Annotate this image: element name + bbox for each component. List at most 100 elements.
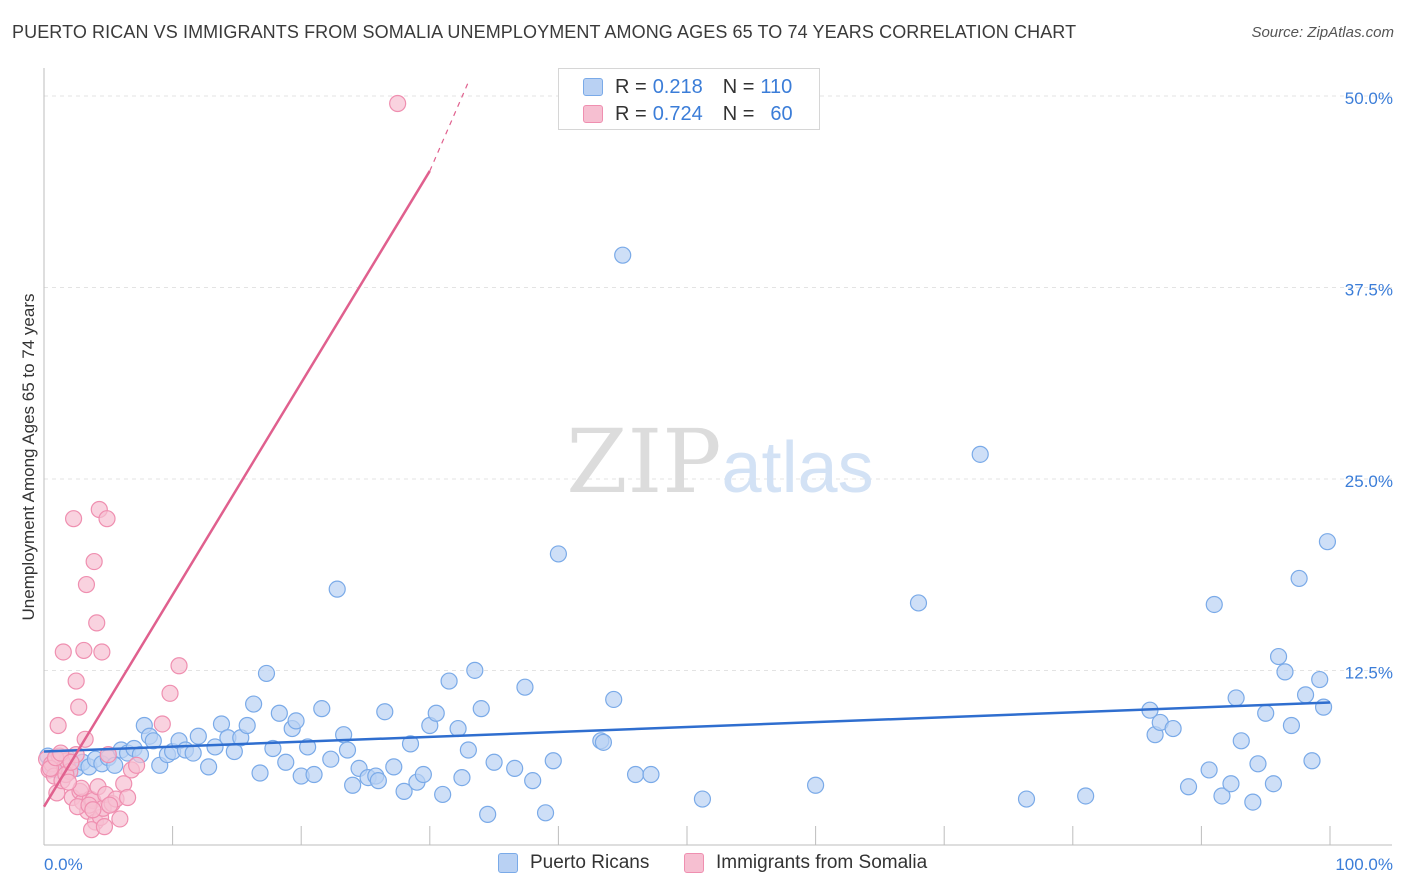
puerto-rican-point[interactable] <box>1227 689 1245 707</box>
puerto-rican-point[interactable] <box>594 733 613 751</box>
puerto-rican-point[interactable] <box>257 664 276 683</box>
puerto-rican-point[interactable] <box>206 738 224 756</box>
puerto-rican-point[interactable] <box>270 704 288 722</box>
puerto-rican-point[interactable] <box>1222 775 1240 793</box>
puerto-rican-point[interactable] <box>328 580 346 598</box>
puerto-rican-point[interactable] <box>144 732 162 750</box>
puerto-rican-point[interactable] <box>466 661 484 679</box>
puerto-rican-point[interactable] <box>1276 663 1294 681</box>
puerto-rican-point[interactable] <box>427 704 445 722</box>
somalia-point[interactable] <box>84 801 102 819</box>
puerto-rican-point[interactable] <box>313 700 331 718</box>
puerto-rican-point[interactable] <box>614 246 632 264</box>
puerto-rican-point[interactable] <box>1311 670 1329 689</box>
puerto-rican-point[interactable] <box>287 712 305 730</box>
puerto-rican-point[interactable] <box>305 765 323 784</box>
series-immigrants-from-somalia <box>37 94 407 839</box>
puerto-rican-point[interactable] <box>184 744 202 762</box>
puerto-rican-point[interactable] <box>626 765 645 784</box>
puerto-rican-point[interactable] <box>1257 704 1275 722</box>
somalia-point[interactable] <box>75 641 93 660</box>
puerto-rican-point[interactable] <box>385 758 403 776</box>
puerto-rican-point[interactable] <box>1249 755 1267 773</box>
puerto-rican-point[interactable] <box>524 772 542 790</box>
somalia-point[interactable] <box>153 715 171 733</box>
somalia-point[interactable] <box>118 788 137 807</box>
puerto-rican-point[interactable] <box>434 785 452 804</box>
somalia-point[interactable] <box>59 773 78 791</box>
puerto-rican-point[interactable] <box>506 759 524 778</box>
somalia-point[interactable] <box>389 94 407 113</box>
somalia-point[interactable] <box>54 643 72 661</box>
somalia-point[interactable] <box>100 796 119 814</box>
puerto-rican-point[interactable] <box>971 445 989 463</box>
puerto-rican-point[interactable] <box>1164 719 1182 738</box>
puerto-rican-point[interactable] <box>1303 752 1321 770</box>
puerto-rican-point[interactable] <box>1264 775 1283 793</box>
somalia-point[interactable] <box>98 510 116 528</box>
puerto-rican-point[interactable] <box>200 758 218 776</box>
puerto-rican-point[interactable] <box>245 695 263 713</box>
puerto-rican-point[interactable] <box>453 768 471 787</box>
somalia-point[interactable] <box>70 698 88 716</box>
somalia-point[interactable] <box>127 756 146 774</box>
puerto-rican-point[interactable] <box>299 738 317 756</box>
somalia-point[interactable] <box>170 657 188 675</box>
puerto-rican-point[interactable] <box>344 776 362 794</box>
puerto-rican-point[interactable] <box>459 741 477 759</box>
puerto-rican-point[interactable] <box>277 753 295 771</box>
puerto-rican-point[interactable] <box>322 750 340 768</box>
puerto-rican-point[interactable] <box>1179 778 1198 796</box>
puerto-rican-point[interactable] <box>376 703 394 721</box>
puerto-rican-point[interactable] <box>1213 787 1231 805</box>
somalia-point[interactable] <box>88 614 106 632</box>
somalia-point[interactable] <box>95 818 114 836</box>
puerto-rican-point[interactable] <box>1290 569 1308 588</box>
puerto-rican-point[interactable] <box>1296 686 1315 704</box>
puerto-rican-point[interactable] <box>414 765 432 784</box>
puerto-rican-point[interactable] <box>251 764 269 782</box>
puerto-rican-point[interactable] <box>1269 647 1288 666</box>
puerto-rican-point[interactable] <box>264 739 282 758</box>
puerto-rican-point[interactable] <box>544 752 562 770</box>
puerto-rican-point[interactable] <box>401 735 420 753</box>
puerto-rican-point[interactable] <box>1017 790 1036 808</box>
puerto-rican-point[interactable] <box>642 765 660 784</box>
puerto-rican-point[interactable] <box>909 594 928 612</box>
puerto-rican-point[interactable] <box>479 805 497 823</box>
puerto-rican-point[interactable] <box>806 776 825 794</box>
puerto-rican-point[interactable] <box>189 727 207 745</box>
puerto-rican-point[interactable] <box>1232 732 1250 750</box>
puerto-rican-point[interactable] <box>1318 533 1337 551</box>
puerto-rican-point[interactable] <box>536 804 555 822</box>
puerto-rican-point[interactable] <box>440 672 458 690</box>
puerto-rican-point[interactable] <box>485 753 503 771</box>
puerto-rican-point[interactable] <box>1200 761 1218 779</box>
puerto-rican-point[interactable] <box>1077 787 1095 805</box>
puerto-rican-point[interactable] <box>1282 716 1301 735</box>
puerto-rican-point[interactable] <box>395 782 413 800</box>
somalia-point[interactable] <box>85 552 103 571</box>
legend-item-puerto-ricans[interactable]: Puerto Ricans <box>498 852 649 874</box>
puerto-rican-point[interactable] <box>1205 595 1223 614</box>
puerto-rican-point[interactable] <box>212 715 231 733</box>
somalia-point[interactable] <box>67 672 85 690</box>
puerto-rican-point[interactable] <box>549 545 568 563</box>
somalia-point[interactable] <box>99 746 117 764</box>
somalia-point[interactable] <box>77 575 96 594</box>
puerto-rican-point[interactable] <box>693 790 712 808</box>
puerto-rican-point[interactable] <box>338 741 357 759</box>
legend-item-immigrants-from-somalia[interactable]: Immigrants from Somalia <box>684 852 927 874</box>
puerto-rican-point[interactable] <box>369 772 387 790</box>
somalia-point[interactable] <box>49 716 67 735</box>
puerto-rican-point[interactable] <box>238 716 256 735</box>
puerto-rican-point[interactable] <box>516 678 534 696</box>
somalia-point[interactable] <box>161 684 179 702</box>
somalia-point[interactable] <box>64 510 83 528</box>
somalia-point[interactable] <box>111 810 129 828</box>
puerto-rican-point[interactable] <box>1244 793 1262 811</box>
somalia-point[interactable] <box>93 643 111 661</box>
puerto-rican-point[interactable] <box>605 690 623 709</box>
puerto-rican-point[interactable] <box>449 719 467 738</box>
puerto-rican-point[interactable] <box>472 700 490 718</box>
